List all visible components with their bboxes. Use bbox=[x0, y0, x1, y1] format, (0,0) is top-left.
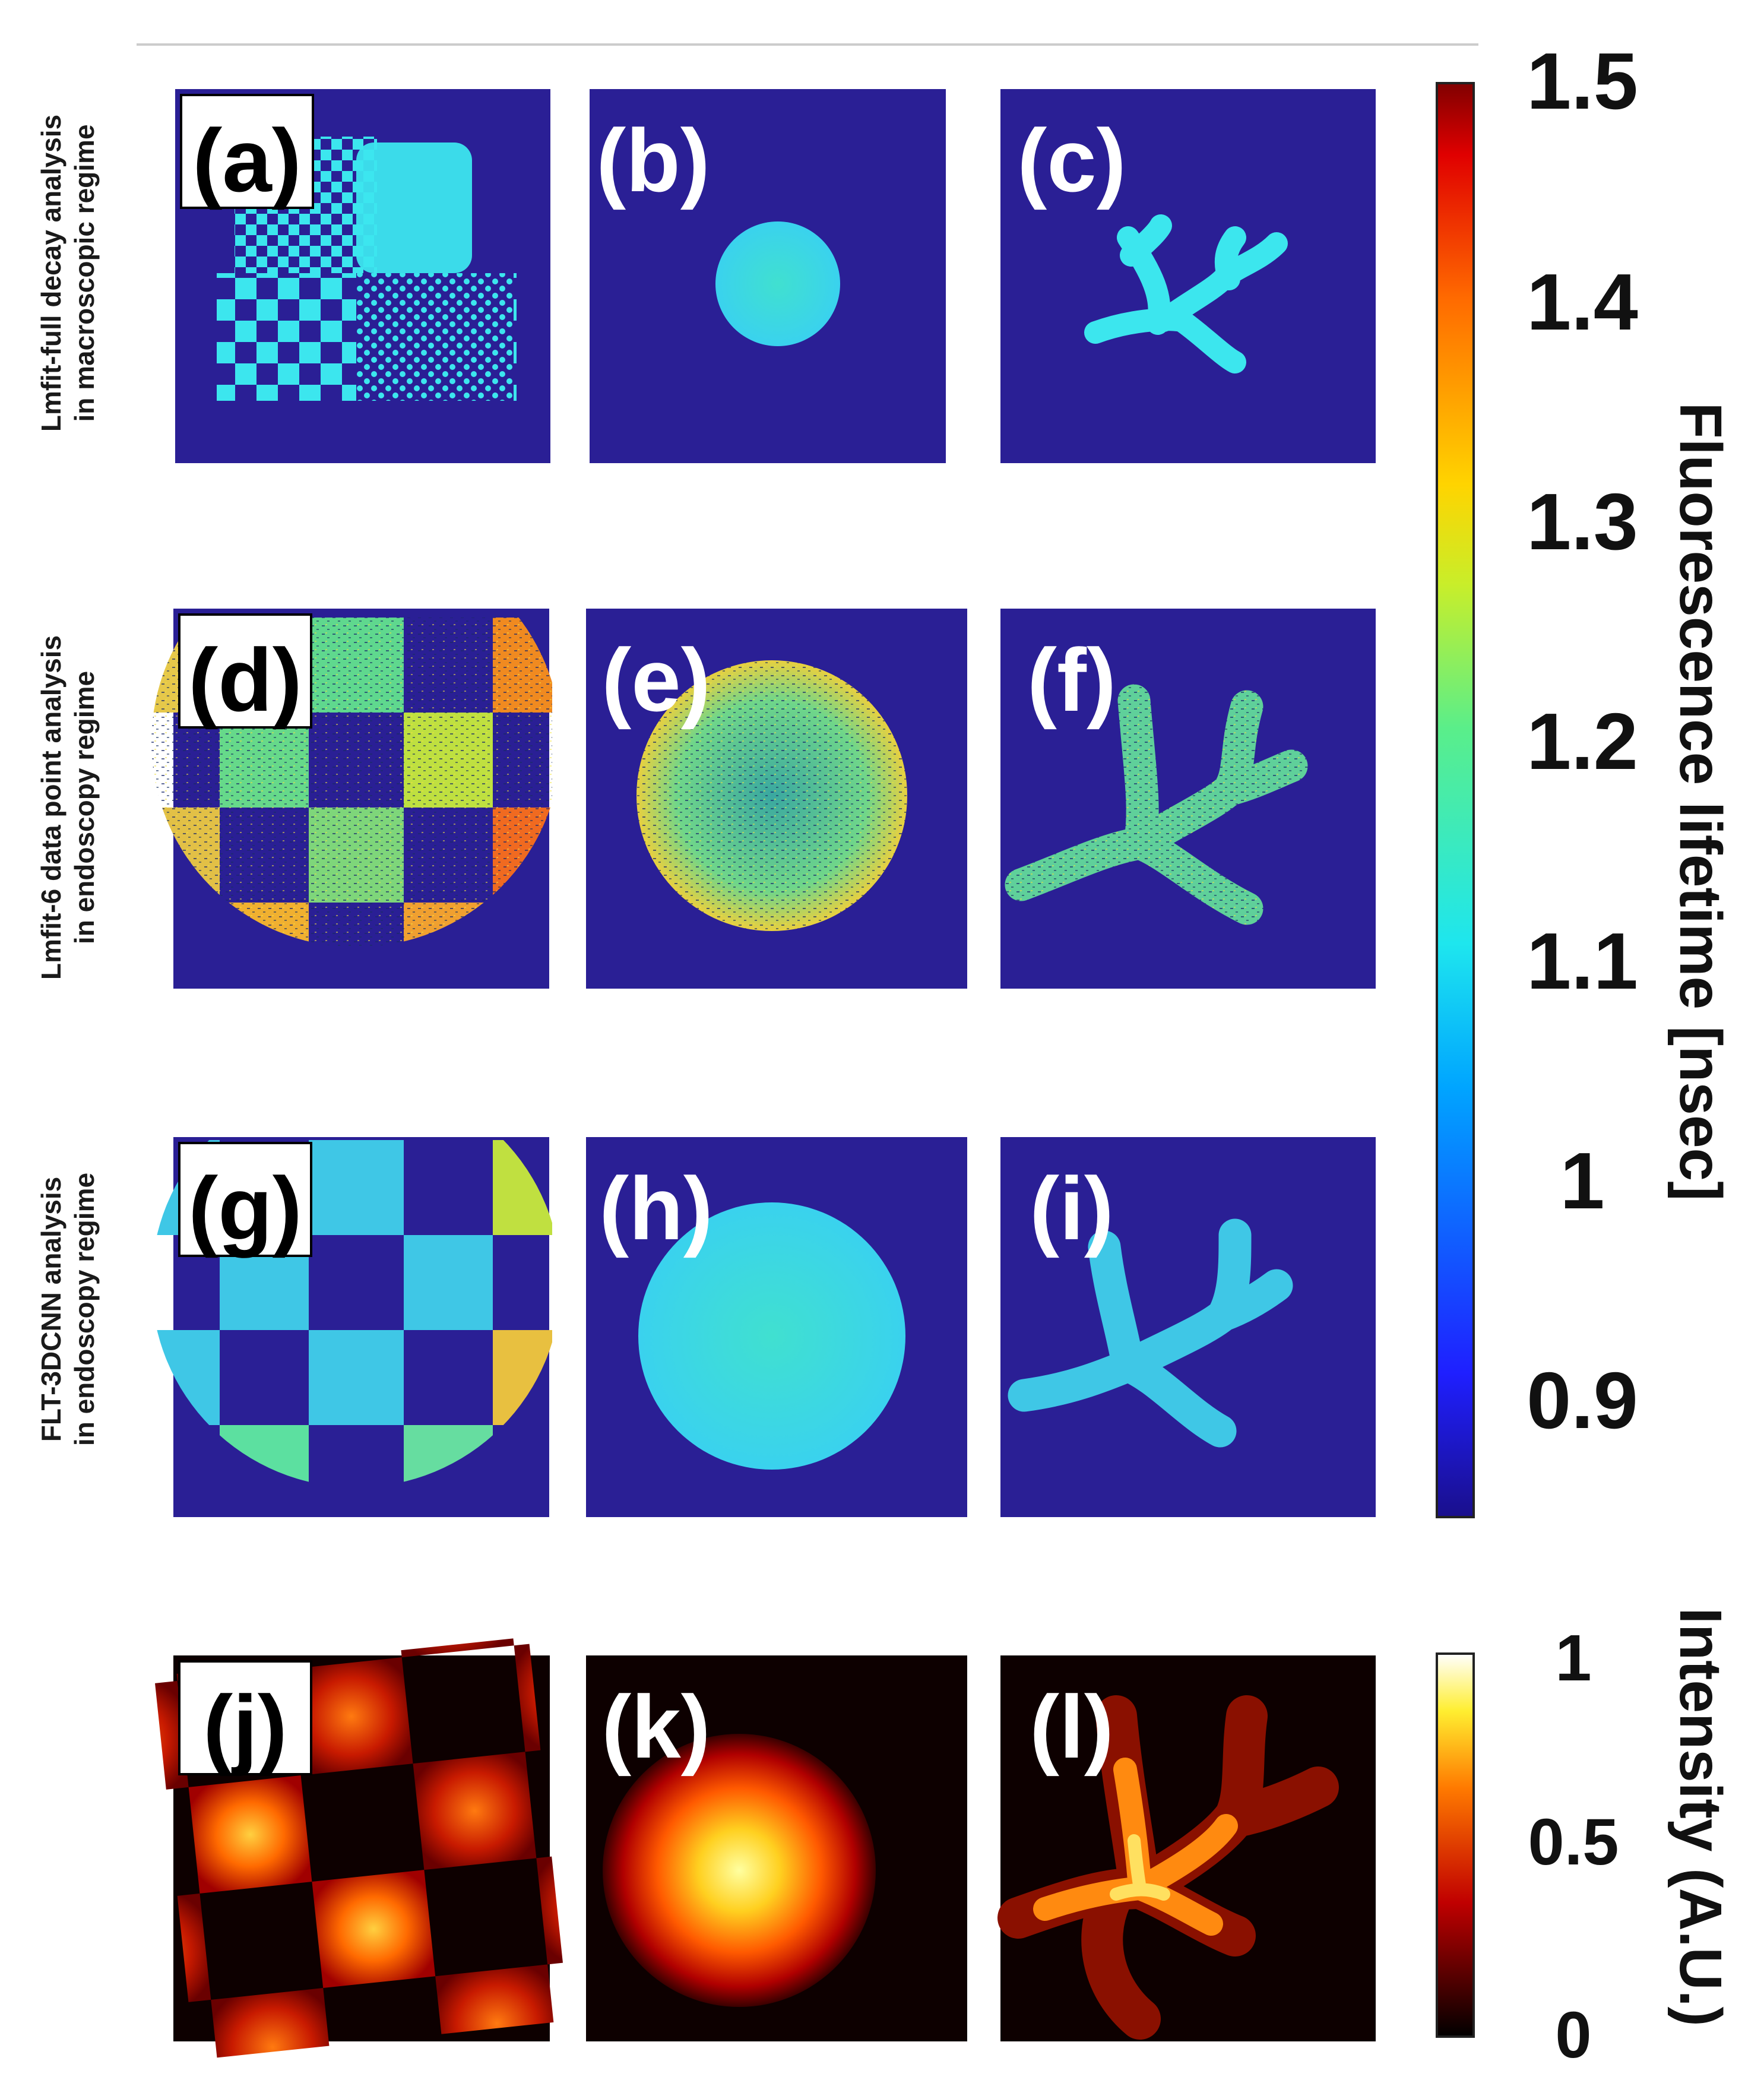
panel-a-fine-checker bbox=[356, 273, 514, 401]
panel-d-label: (d) bbox=[188, 630, 302, 730]
panel-c-label: (c) bbox=[1017, 110, 1126, 210]
panel-l-branch bbox=[997, 1695, 1339, 2040]
row-label-2-line1: Lmfit-6 data point analysis bbox=[36, 635, 66, 980]
panel-g: (g) bbox=[151, 1137, 552, 1517]
lifetime-colorbar-gradient bbox=[1436, 82, 1475, 1518]
row-label-3-line1: FLT-3DCNN analysis bbox=[36, 1177, 66, 1442]
intensity-tick-0.5: 0.5 bbox=[1528, 1806, 1619, 1879]
panel-e-noise bbox=[636, 660, 907, 931]
row-label-2-line2: in endoscopy regime bbox=[69, 671, 100, 944]
panel-k-label: (k) bbox=[601, 1677, 710, 1777]
panel-a: (a) bbox=[175, 89, 550, 463]
panel-e-label: (e) bbox=[601, 630, 710, 730]
panel-g-label: (g) bbox=[188, 1158, 302, 1258]
row-label-1-line1: Lmfit-full decay analysis bbox=[36, 115, 66, 432]
lifetime-tick-1.1: 1.1 bbox=[1527, 916, 1638, 1006]
panel-i-branch bbox=[1008, 1218, 1293, 1448]
lifetime-tick-1.4: 1.4 bbox=[1527, 257, 1638, 347]
intensity-colorbar-title: Intensity (A.U.) bbox=[1667, 1607, 1734, 2027]
lifetime-tick-1.5: 1.5 bbox=[1527, 36, 1638, 126]
panel-b-disk bbox=[715, 221, 840, 346]
panel-b-label: (b) bbox=[596, 110, 710, 210]
panel-l: (l) bbox=[997, 1655, 1376, 2041]
row-label-1: Lmfit-full decay analysis in macroscopic… bbox=[36, 115, 100, 432]
panel-j: (j) bbox=[154, 1636, 569, 2060]
row-label-1-line2: in macroscopic regime bbox=[69, 124, 100, 422]
panel-c: (c) bbox=[1000, 89, 1376, 463]
panel-l-label: (l) bbox=[1030, 1677, 1114, 1777]
intensity-colorbar-gradient bbox=[1436, 1652, 1475, 2038]
panel-a-label: (a) bbox=[192, 110, 301, 210]
panel-h-label: (h) bbox=[599, 1158, 713, 1258]
intensity-tick-0: 0 bbox=[1555, 1999, 1591, 2072]
panel-j-label-box bbox=[178, 1660, 312, 1775]
panel-h: (h) bbox=[586, 1137, 967, 1517]
intensity-tick-1: 1 bbox=[1555, 1622, 1591, 1695]
lifetime-tick-1.2: 1.2 bbox=[1527, 696, 1638, 786]
panel-c-background bbox=[1000, 89, 1376, 463]
lifetime-tick-1: 1 bbox=[1560, 1136, 1604, 1226]
panel-f-branch bbox=[1005, 684, 1308, 925]
panel-e: (e) bbox=[586, 609, 967, 989]
panel-d-label-box bbox=[178, 613, 312, 729]
panel-j-label: (j) bbox=[203, 1677, 287, 1777]
panel-g-label-box bbox=[178, 1142, 312, 1257]
panel-d: (d) bbox=[151, 609, 552, 989]
intensity-colorbar: 1 0.5 0 Intensity (A.U.) bbox=[1436, 1607, 1734, 2072]
row-label-3-line2: in endoscopy regime bbox=[69, 1173, 100, 1446]
lifetime-colorbar: 1.5 1.4 1.3 1.2 1.1 1 0.9 Fluorescence l… bbox=[1436, 36, 1734, 1518]
panel-i: (i) bbox=[1000, 1137, 1376, 1517]
lifetime-colorbar-title: Fluorescence lifetime [nsec] bbox=[1667, 403, 1734, 1201]
panel-a-label-box bbox=[180, 94, 314, 209]
panel-f: (f) bbox=[1000, 609, 1376, 989]
row-label-3: FLT-3DCNN analysis in endoscopy regime bbox=[36, 1173, 100, 1446]
lifetime-tick-0.9: 0.9 bbox=[1527, 1356, 1638, 1445]
row-label-2: Lmfit-6 data point analysis in endoscopy… bbox=[36, 635, 100, 980]
lifetime-tick-1.3: 1.3 bbox=[1527, 477, 1638, 566]
panel-h-disk bbox=[638, 1202, 905, 1470]
panel-i-label: (i) bbox=[1030, 1158, 1114, 1258]
panel-c-branch bbox=[1084, 214, 1288, 373]
panel-k: (k) bbox=[586, 1655, 967, 2041]
panel-f-label: (f) bbox=[1027, 630, 1116, 730]
panel-k-spot bbox=[603, 1734, 876, 2007]
panel-b: (b) bbox=[590, 89, 946, 463]
panel-a-solid-square bbox=[356, 143, 472, 273]
